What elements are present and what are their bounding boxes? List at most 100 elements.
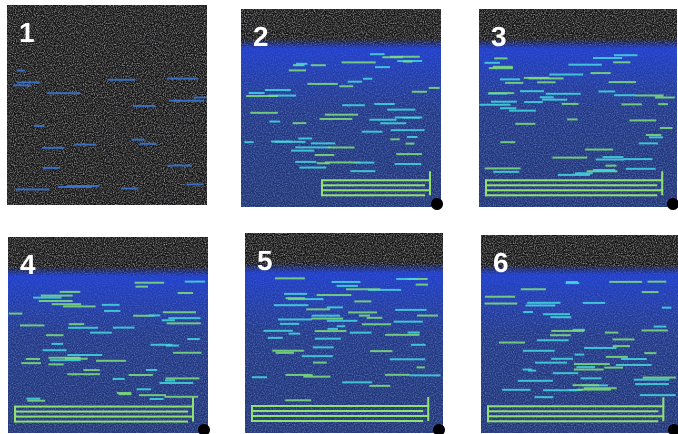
streak <box>582 301 606 304</box>
streak <box>166 322 201 325</box>
streak <box>168 99 182 102</box>
streak <box>42 146 65 149</box>
streak <box>394 163 422 166</box>
streak <box>174 99 205 102</box>
streak <box>131 138 145 141</box>
streak <box>557 173 590 176</box>
streak <box>485 295 516 298</box>
streak <box>499 78 521 81</box>
streak <box>488 92 514 95</box>
streak <box>27 399 46 402</box>
streak <box>325 113 359 116</box>
streak <box>552 156 588 159</box>
streak <box>411 90 427 93</box>
streak <box>295 62 308 65</box>
streak <box>263 329 293 332</box>
streak <box>21 362 42 365</box>
streak <box>528 77 564 80</box>
serpentine <box>251 405 430 407</box>
streak <box>524 101 543 104</box>
streak <box>17 81 40 84</box>
streak <box>561 102 579 105</box>
streak <box>604 366 624 369</box>
streak <box>327 146 355 149</box>
streak <box>83 369 100 372</box>
streak <box>345 288 381 291</box>
streak <box>584 346 617 349</box>
blue-band <box>481 235 678 433</box>
panels: 1 2 3 4 5 6 <box>7 5 678 434</box>
streak <box>623 158 653 161</box>
streak <box>417 314 438 317</box>
streak <box>568 63 602 66</box>
serpentine-edge <box>661 171 664 196</box>
streak <box>583 387 617 390</box>
streak <box>269 120 281 123</box>
streak <box>74 143 97 146</box>
streak <box>394 116 423 119</box>
serpentine-edge <box>14 405 16 423</box>
streak <box>48 356 81 359</box>
streak <box>13 84 31 87</box>
serpentine <box>485 189 664 192</box>
streak <box>26 397 41 400</box>
streak <box>272 349 304 352</box>
streak <box>354 300 372 303</box>
serpentine <box>14 405 194 408</box>
streak <box>67 373 100 376</box>
streak <box>648 136 664 139</box>
streak <box>609 280 643 283</box>
streak <box>528 369 537 372</box>
streak <box>33 125 45 128</box>
serpentine-edge <box>487 405 489 423</box>
streak <box>484 302 518 305</box>
panel-label: 4 <box>20 249 36 280</box>
streak <box>625 167 656 170</box>
streak <box>161 319 175 322</box>
corner-dot <box>667 198 678 210</box>
streak <box>67 354 103 357</box>
streak <box>661 306 672 309</box>
streak <box>279 322 300 325</box>
streak <box>63 305 96 308</box>
streak <box>327 327 338 330</box>
streak <box>646 134 662 137</box>
streak <box>134 281 165 284</box>
streak <box>369 53 385 56</box>
streak <box>116 391 132 394</box>
streak <box>551 357 574 360</box>
streak <box>515 122 536 125</box>
streak <box>314 153 335 156</box>
streak <box>8 312 23 315</box>
streak <box>644 352 657 355</box>
serpentine <box>321 179 431 182</box>
serpentine-edge <box>429 171 431 196</box>
streak <box>613 54 638 57</box>
streak <box>500 141 516 144</box>
streak <box>542 389 578 392</box>
panel-label: 1 <box>19 17 35 48</box>
streak <box>659 126 673 129</box>
streak <box>264 89 291 92</box>
streak <box>314 337 341 340</box>
streak <box>615 363 652 366</box>
streak <box>551 329 585 332</box>
streak <box>284 292 308 295</box>
streak <box>121 187 139 190</box>
panel: 3 <box>479 9 678 210</box>
serpentine <box>485 179 664 182</box>
streak <box>295 146 331 149</box>
streak <box>186 183 204 186</box>
serpentine-edge <box>192 397 194 422</box>
streak <box>48 363 64 366</box>
streak <box>415 283 429 286</box>
streak <box>525 304 556 307</box>
streak <box>267 336 283 339</box>
streak <box>572 384 599 387</box>
streak <box>288 69 307 72</box>
serpentine <box>321 184 425 187</box>
streak <box>336 325 346 328</box>
streak <box>301 355 333 358</box>
streak <box>167 164 192 167</box>
streak <box>49 359 81 362</box>
